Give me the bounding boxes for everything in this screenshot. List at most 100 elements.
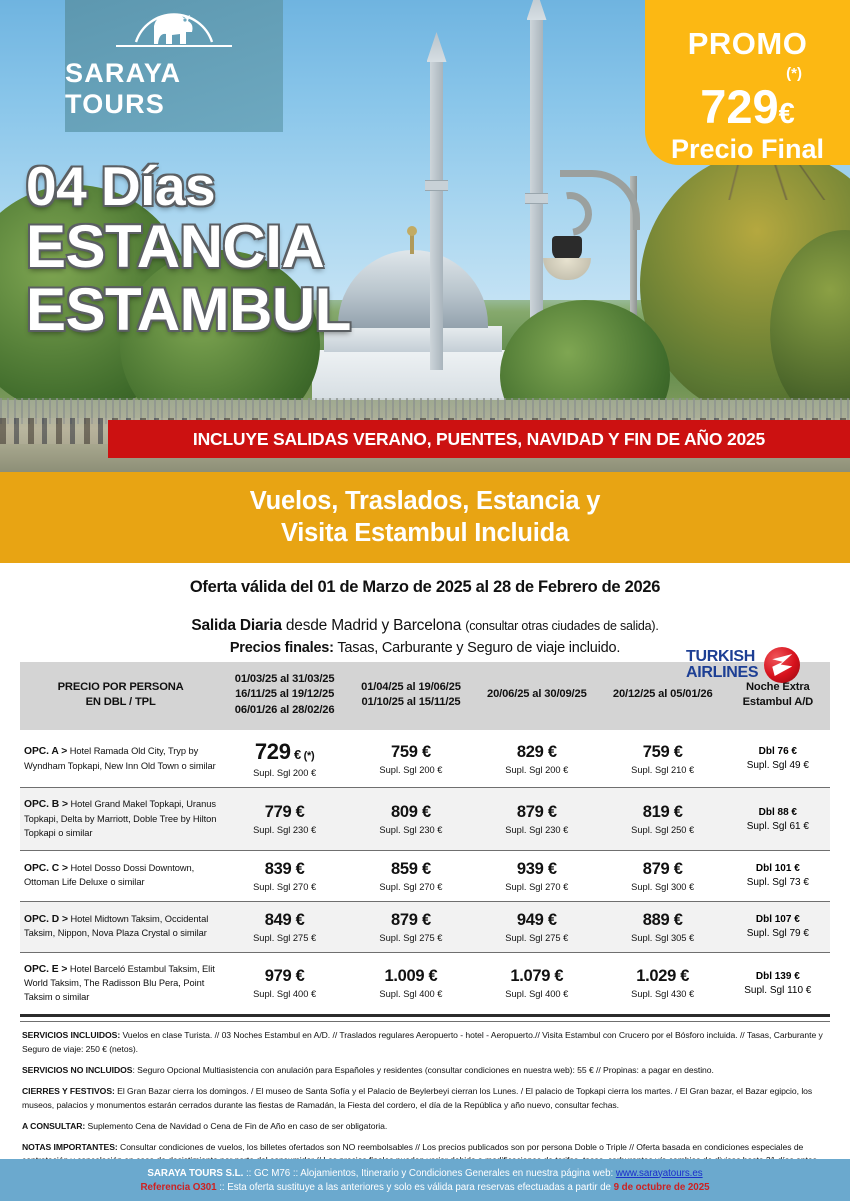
price-value: 939 € xyxy=(516,859,557,878)
page-footer: SARAYA TOURS S.L. :: GC M76 :: Alojamien… xyxy=(0,1159,850,1201)
row-price-period-2: 879 € Supl. Sgl 275 € xyxy=(348,900,474,953)
price-value: 1.079 € xyxy=(510,967,564,986)
price-supplement: Supl. Sgl 230 € xyxy=(253,825,317,836)
row-price-period-3: 879 € Supl. Sgl 230 € xyxy=(473,787,600,851)
row-extra-night: Dbl 76 € Supl. Sgl 49 € xyxy=(726,730,830,788)
row-price-period-4: 889 € Supl. Sgl 305 € xyxy=(599,900,726,953)
footer-date: 9 de octubre de 2025 xyxy=(613,1181,710,1193)
row-price-period-1: 979 € Supl. Sgl 400 € xyxy=(221,951,349,1014)
footer-line2-mid: :: Esta oferta sustituye a las anteriore… xyxy=(216,1181,614,1193)
final-prices-text: Precios finales: Tasas, Carburante y Seg… xyxy=(0,640,850,656)
promo-asterisk: (*) xyxy=(786,65,802,82)
row-price-period-2: 759 € Supl. Sgl 200 € xyxy=(348,730,474,788)
row-price-period-2: 859 € Supl. Sgl 270 € xyxy=(348,849,474,902)
price-value: 1.009 € xyxy=(384,967,438,986)
price-supplement: Supl. Sgl 275 € xyxy=(505,932,569,943)
extra-dbl: Dbl 107 € xyxy=(755,914,800,926)
row-price-period-4: 759 € Supl. Sgl 210 € xyxy=(600,730,726,788)
minaret-icon xyxy=(525,0,548,370)
pricing-table-body: OPC. A > Hotel Ramada Old City, Tryp by … xyxy=(20,730,830,1014)
promo-label: PROMO xyxy=(687,26,808,61)
airline-emblem-icon xyxy=(764,647,801,683)
price-value: 779 € xyxy=(264,803,305,822)
table-row: OPC. B > Hotel Grand Makel Topkapi, Uran… xyxy=(20,787,830,851)
price-value: 849 € xyxy=(264,910,305,929)
row-price-period-3: 939 € Supl. Sgl 270 € xyxy=(473,849,600,902)
table-bottom-rule-2 xyxy=(20,1020,830,1022)
departure-rest: desde Madrid y Barcelona xyxy=(281,617,466,634)
price-value: 949 € xyxy=(516,910,557,929)
price-supplement: Supl. Sgl 400 € xyxy=(379,989,443,1000)
price-supplement: Supl. Sgl 400 € xyxy=(253,989,317,1000)
table-header-row: PRECIO POR PERSONA EN DBL / TPL 01/03/25… xyxy=(20,662,830,731)
row-hotels: Hotel Grand Makel Topkapi, Uranus Topkap… xyxy=(24,799,217,838)
footer-website-link[interactable]: www.sarayatours.es xyxy=(615,1167,703,1179)
note-title: CIERRES Y FESTIVOS: xyxy=(22,1085,115,1096)
airline-name-line2: AIRLINES xyxy=(686,664,759,681)
hero-line-2: ESTANCIA xyxy=(26,213,325,281)
row-price-period-1: 729 € (*) Supl. Sgl 200 € xyxy=(221,730,348,788)
promo-currency: € xyxy=(778,98,795,130)
price-supplement: Supl. Sgl 400 € xyxy=(505,989,569,1000)
note-a-consultar: A CONSULTAR: Suplemento Cena de Navidad … xyxy=(22,1120,828,1134)
validity-text: Oferta válida del 01 de Marzo de 2025 al… xyxy=(189,578,661,596)
minaret-icon xyxy=(425,32,448,370)
price-supplement: Supl. Sgl 200 € xyxy=(379,764,443,775)
lamp-shade xyxy=(543,258,591,280)
header-col-period-2-l1: 01/04/25 al 19/06/25 xyxy=(361,680,461,693)
header-col-period-1-l2: 16/11/25 al 19/12/25 xyxy=(235,688,335,701)
row-code: OPC. E > xyxy=(24,963,68,975)
brand-logo[interactable]: SARAYA TOURS xyxy=(65,0,283,132)
price-value: 879 € xyxy=(391,910,431,929)
price-value: 809 € xyxy=(391,803,431,822)
row-code: OPC. A > xyxy=(24,746,68,758)
header-col-option: PRECIO POR PERSONA EN DBL / TPL xyxy=(20,662,222,731)
footer-line-1: SARAYA TOURS S.L. :: GC M76 :: Alojamien… xyxy=(147,1168,702,1179)
price-supplement: Supl. Sgl 210 € xyxy=(631,764,695,775)
extra-sgl: Supl. Sgl 110 € xyxy=(744,984,812,996)
price-supplement: Supl. Sgl 270 € xyxy=(379,881,443,892)
row-price-period-3: 1.079 € Supl. Sgl 400 € xyxy=(473,951,600,1014)
extra-sgl: Supl. Sgl 49 € xyxy=(746,760,809,772)
note-servicios-no-incluidos: SERVICIOS NO INCLUIDOS: Seguro Opcional … xyxy=(22,1064,828,1078)
departure-bold: Salida Diaria xyxy=(191,617,282,634)
row-hotels: Hotel Midtown Taksim, Occidental Taksim,… xyxy=(24,913,209,939)
note-title: NOTAS IMPORTANTES: xyxy=(22,1141,118,1152)
row-description: OPC. D > Hotel Midtown Taksim, Occidenta… xyxy=(20,900,222,953)
price-supplement: Supl. Sgl 305 € xyxy=(631,932,695,943)
extra-dbl: Dbl 101 € xyxy=(755,863,800,875)
saraya-horse-arch-icon xyxy=(114,0,234,56)
price-supplement: Supl. Sgl 275 € xyxy=(379,932,443,943)
price-value: 829 € xyxy=(516,742,557,761)
row-price-period-1: 779 € Supl. Sgl 230 € xyxy=(221,787,349,851)
note-title: SERVICIOS NO INCLUIDOS xyxy=(22,1064,133,1075)
row-code: OPC. C > xyxy=(24,862,68,874)
price-value: 819 € xyxy=(642,803,683,822)
promo-final-label: Precio Final xyxy=(670,134,825,164)
offer-info: Oferta válida del 01 de Marzo de 2025 al… xyxy=(0,563,850,656)
brand-name: SARAYA TOURS xyxy=(65,58,181,119)
row-price-period-1: 849 € Supl. Sgl 275 € xyxy=(221,900,349,953)
price-value: 839 € xyxy=(264,859,305,878)
row-price-period-3: 829 € Supl. Sgl 200 € xyxy=(474,730,600,788)
row-extra-night: Dbl 101 € Supl. Sgl 73 € xyxy=(725,849,830,902)
price-value: 879 € xyxy=(642,859,683,878)
row-description: OPC. B > Hotel Grand Makel Topkapi, Uran… xyxy=(20,787,222,851)
lamp-arm xyxy=(560,170,640,230)
price-supplement: Supl. Sgl 230 € xyxy=(379,825,443,836)
footer-line-2: Referencia O301 :: Esta oferta sustituye… xyxy=(141,1182,710,1193)
promo-price-value: 729 xyxy=(700,80,779,133)
departure-text: Salida Diaria desde Madrid y Barcelona (… xyxy=(0,617,850,635)
hero-image: SARAYA TOURS PROMO (*) 729€ Precio Final… xyxy=(0,0,850,472)
price-value: 1.029 € xyxy=(636,967,690,986)
row-code: OPC. B > xyxy=(24,799,68,811)
price-value: 759 € xyxy=(391,742,431,761)
promo-price: 729€ xyxy=(645,79,850,134)
table-row: OPC. A > Hotel Ramada Old City, Tryp by … xyxy=(20,730,830,788)
row-hotels: Hotel Dosso Dossi Downtown, Ottoman Life… xyxy=(24,862,195,888)
header-col-option-l2: EN DBL / TPL xyxy=(85,696,156,709)
extra-sgl: Supl. Sgl 79 € xyxy=(746,928,809,940)
footer-line1-mid: :: GC M76 :: Alojamientos, Itinerario y … xyxy=(243,1167,616,1179)
row-description: OPC. E > Hotel Barceló Estambul Taksim, … xyxy=(20,951,222,1014)
inclusions-band: Vuelos, Traslados, Estancia y Visita Est… xyxy=(0,472,850,563)
